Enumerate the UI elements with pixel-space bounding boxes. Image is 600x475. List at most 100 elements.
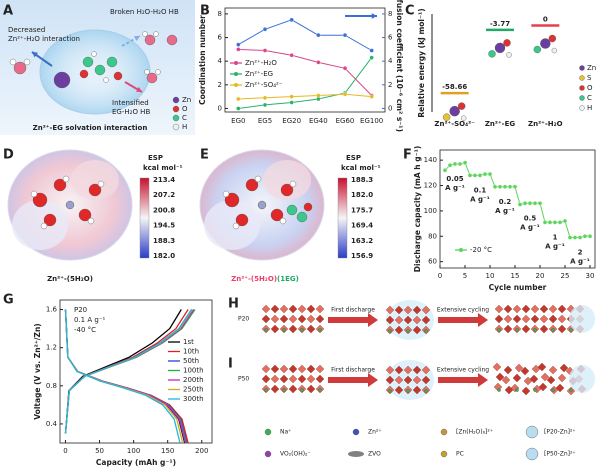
- atom: [153, 31, 159, 37]
- crystal-unit: [385, 375, 395, 385]
- y-tick-label: 4: [218, 57, 223, 65]
- esp-surface: [204, 200, 260, 250]
- crystal-unit: [548, 365, 558, 375]
- legend-icon: [440, 428, 448, 436]
- atom: [460, 115, 467, 121]
- crystal-unit: [421, 315, 431, 325]
- data-point: [507, 184, 513, 189]
- data-point: [547, 220, 553, 225]
- legend-icon: [264, 428, 272, 436]
- legend-swatch: [579, 95, 585, 101]
- annotation: Decreased: [8, 26, 45, 34]
- x-axis-title: Cycle number: [489, 283, 547, 292]
- y-tick-label: 80: [428, 232, 437, 240]
- x-tick-label: EG60: [336, 117, 355, 125]
- atom: [53, 71, 71, 89]
- panel-letter: I: [228, 357, 233, 372]
- crystal-unit: [412, 305, 422, 315]
- data-point: [316, 33, 321, 38]
- esp-surface: [12, 200, 68, 250]
- legend-label: 50th: [183, 357, 199, 365]
- crystal-unit: [315, 374, 325, 384]
- color-bar: [337, 177, 348, 259]
- data-point: [236, 42, 241, 47]
- atom: [91, 51, 97, 57]
- process-arrow: [438, 313, 488, 327]
- data-point: [316, 93, 321, 98]
- x-tick-label: EG40: [309, 117, 328, 125]
- crystal-unit: [403, 365, 413, 375]
- panel-letter: H: [228, 297, 239, 312]
- atom: [457, 102, 466, 110]
- legend-label: 10th: [183, 348, 199, 356]
- legend-label: S: [587, 74, 592, 82]
- atom: [224, 192, 240, 208]
- crystal-unit: [315, 364, 325, 374]
- sample-label: P20: [238, 316, 249, 323]
- annotation: Intensified: [112, 99, 149, 107]
- crystal-unit: [503, 324, 513, 334]
- na-ion: [406, 389, 410, 393]
- x-tick-label: 150: [161, 447, 174, 455]
- color-bar-tick: 169.4: [351, 222, 373, 230]
- crystal-unit: [421, 365, 431, 375]
- atom: [494, 42, 506, 54]
- x-tick-label: EG20: [282, 117, 301, 125]
- x-tick-label: EG5: [258, 117, 272, 125]
- atom: [280, 183, 294, 197]
- y2-tick-label: 8: [388, 10, 392, 18]
- atom: [146, 72, 158, 84]
- crystal-unit: [501, 375, 511, 385]
- atom: [82, 56, 94, 68]
- y2-tick-label: 2: [388, 81, 392, 89]
- atom: [551, 47, 558, 54]
- x-tick-label: 0: [63, 447, 67, 455]
- crystal-unit: [270, 374, 280, 384]
- crystal-unit: [503, 314, 513, 324]
- data-point: [557, 220, 563, 225]
- atom: [144, 34, 156, 46]
- color-bar-tick: 163.2: [351, 237, 373, 245]
- annotation: EG-H₂O HB: [112, 108, 150, 116]
- data-point: [552, 220, 558, 225]
- na-ion: [388, 389, 392, 393]
- rate-unit: A g⁻¹: [570, 258, 590, 266]
- y-tick-label: 1.2: [46, 344, 57, 352]
- crystal-unit: [288, 314, 298, 324]
- legend-label: Zn²⁺-H₂O: [245, 59, 277, 67]
- na-ion: [318, 388, 322, 392]
- legend-swatch: [459, 248, 463, 252]
- y-tick-label: 6: [218, 34, 223, 42]
- na-ion: [569, 328, 573, 332]
- crystal-unit: [394, 305, 404, 315]
- plot-frame: [439, 149, 596, 269]
- na-ion: [282, 328, 286, 332]
- crystal-unit: [261, 374, 271, 384]
- crystal-unit: [539, 324, 549, 334]
- legend-swatch: [579, 85, 585, 91]
- process-label: First discharge: [331, 367, 375, 374]
- atom: [232, 222, 240, 230]
- legend-label: VO₂(OH)₂⁻: [280, 451, 311, 458]
- legend-icon: [348, 451, 364, 457]
- data-point: [289, 53, 294, 58]
- data-point: [262, 95, 268, 100]
- legend-icon: [525, 447, 539, 461]
- crystal-unit: [270, 314, 280, 324]
- atom: [442, 113, 451, 121]
- esp-surface: [71, 160, 119, 200]
- process-arrow: [328, 313, 378, 327]
- legend-icon: [440, 450, 448, 458]
- atom: [166, 34, 178, 46]
- crystal-unit: [279, 314, 289, 324]
- data-point: [457, 161, 463, 167]
- na-ion: [318, 328, 322, 332]
- na-ion: [533, 328, 537, 332]
- legend-icon: [525, 425, 539, 439]
- color-bar-tick: 194.5: [153, 222, 175, 230]
- series-line: [238, 48, 373, 96]
- crystal-unit: [270, 304, 280, 314]
- legend-swatch: [172, 114, 180, 122]
- data-point: [262, 27, 268, 32]
- color-bar-tick: 200.8: [153, 206, 175, 214]
